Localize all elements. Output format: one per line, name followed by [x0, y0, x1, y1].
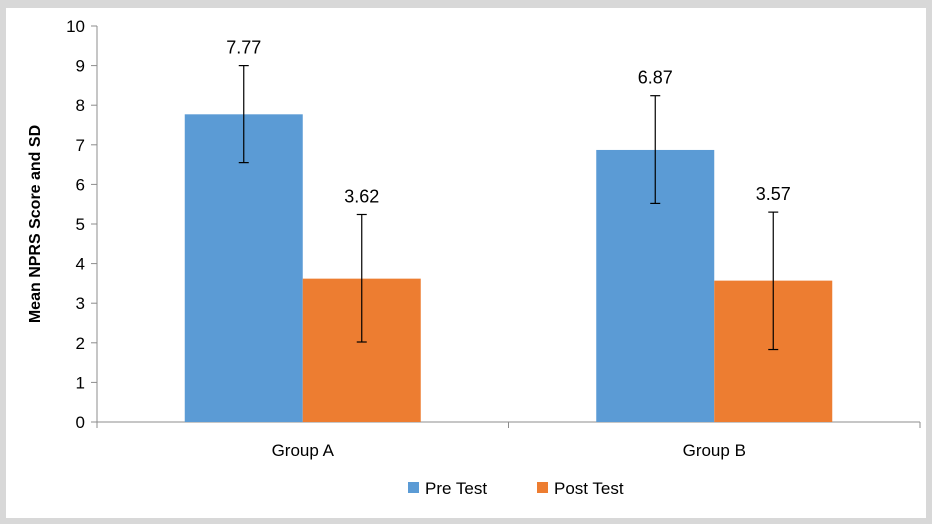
x-category-label: Group B: [683, 441, 746, 460]
y-tick-label: 10: [66, 17, 85, 36]
bar: [184, 114, 303, 423]
bars: [184, 114, 833, 423]
y-tick-label: 1: [76, 373, 85, 392]
y-axis-ticks: 0 1 2 3 4 5 6 7 8 9 10: [66, 17, 97, 432]
legend-label: Pre Test: [425, 479, 487, 498]
y-tick-label: 5: [76, 215, 85, 234]
data-label: 3.57: [756, 184, 791, 204]
y-tick-label: 6: [76, 175, 85, 194]
y-tick-label: 9: [76, 57, 85, 76]
y-tick-label: 8: [76, 96, 85, 115]
legend-swatch: [537, 482, 548, 493]
legend-label: Post Test: [554, 479, 624, 498]
error-bars: [238, 64, 779, 351]
data-label: 6.87: [638, 68, 673, 88]
y-tick-label: 0: [76, 413, 85, 432]
y-axis-title: Mean NPRS Score and SD: [27, 125, 44, 323]
y-tick-label: 7: [76, 136, 85, 155]
y-tick-label: 2: [76, 334, 85, 353]
data-label: 3.62: [344, 186, 379, 206]
data-label: 7.77: [226, 38, 261, 58]
legend: Pre Test Post Test: [408, 479, 624, 498]
data-labels: 7.77 3.62 6.87 3.57: [226, 38, 791, 207]
y-tick-label: 3: [76, 294, 85, 313]
x-axis-ticks: Group A Group B: [96, 422, 921, 460]
legend-swatch: [408, 482, 419, 493]
x-category-label: Group A: [272, 441, 335, 460]
y-tick-label: 4: [76, 255, 85, 274]
